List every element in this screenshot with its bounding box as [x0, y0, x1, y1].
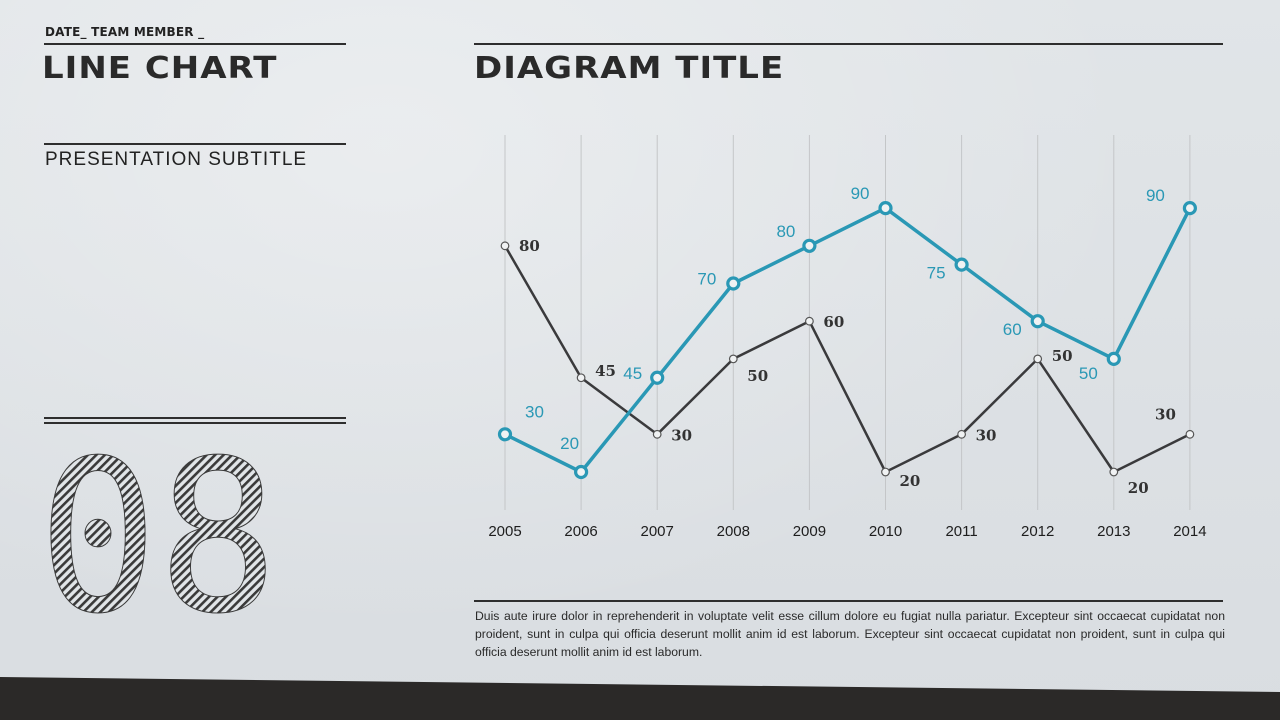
point-blue-2010 [878, 200, 893, 216]
data-label-blue: 20 [560, 434, 579, 453]
data-label-dark: 80 [519, 237, 540, 255]
line-chart: 2005 2006 2007 2008 2009 2010 2011 2012 2013 2014… [488, 135, 1207, 540]
point-dark-2005 [500, 241, 510, 251]
x-tick-label: 2010 [869, 523, 902, 540]
text-top-rule [474, 600, 1223, 602]
data-label-blue: 30 [525, 402, 544, 421]
label-layer: 2005 2006 2007 2008 2009 2010 2011 2012 2013 2014… [488, 184, 1206, 540]
data-label-blue: 50 [1079, 364, 1098, 383]
x-tick-label: 2009 [793, 523, 826, 540]
data-label-blue: 80 [776, 222, 795, 241]
side-title: LINE CHART [42, 50, 278, 86]
data-label-dark: 45 [595, 362, 616, 380]
data-label-dark: 30 [1155, 405, 1176, 423]
data-label-blue: 60 [1003, 320, 1022, 339]
series-line-dark [503, 245, 1191, 474]
point-blue-2006 [574, 464, 589, 480]
data-label-dark: 30 [671, 426, 692, 444]
subtitle-rule [44, 143, 346, 145]
point-dark-2010 [881, 467, 890, 477]
date-team-member-line: DATE_ TEAM MEMBER _ [45, 25, 205, 39]
data-label-dark: 50 [747, 367, 768, 385]
point-dark-2012 [1033, 354, 1043, 364]
side-subtitle: PRESENTATION SUBTITLE [45, 149, 308, 170]
x-tick-label: 2013 [1097, 523, 1130, 540]
series-line-blue [504, 206, 1192, 474]
data-label-dark: 60 [823, 313, 844, 331]
point-blue-2009 [802, 238, 817, 253]
x-tick-label: 2006 [564, 523, 597, 540]
x-tick-label: 2014 [1173, 523, 1206, 540]
top-left-rule [44, 43, 346, 45]
point-blue-2007 [650, 370, 665, 385]
point-dark-2011 [957, 429, 966, 439]
x-tick-label: 2005 [488, 523, 521, 540]
big-number: 08 [38, 452, 279, 622]
point-dark-2014 [1185, 429, 1195, 439]
data-label-blue: 75 [927, 264, 946, 283]
point-blue-2014 [1182, 200, 1198, 216]
data-label-blue: 70 [697, 270, 716, 289]
series-layer [497, 200, 1198, 480]
point-dark-2013 [1109, 467, 1119, 477]
point-blue-2013 [1106, 351, 1121, 366]
body-text: Duis aute irure dolor in reprehenderit i… [475, 609, 1225, 659]
data-label-blue: 45 [623, 364, 642, 383]
point-blue-2008 [726, 276, 741, 291]
data-label-dark: 30 [976, 426, 997, 444]
chart-heading: DIAGRAM TITLE [474, 50, 785, 86]
data-label-dark: 50 [1052, 347, 1073, 365]
big-number-text: 08 [38, 452, 278, 622]
point-blue-2011 [954, 257, 969, 272]
point-blue-2012 [1030, 314, 1045, 329]
point-dark-2009 [805, 316, 814, 326]
point-dark-2006 [576, 373, 586, 383]
point-dark-2008 [728, 354, 738, 364]
point-dark-2007 [652, 429, 662, 439]
x-tick-label: 2012 [1021, 523, 1054, 540]
x-tick-label: 2011 [945, 523, 977, 540]
data-label-blue: 90 [851, 184, 870, 203]
x-tick-label: 2007 [641, 523, 674, 540]
grid-layer [504, 135, 1191, 510]
data-label-dark: 20 [1128, 479, 1149, 497]
number-rule-top [44, 417, 346, 419]
point-blue-2005 [497, 427, 513, 442]
data-label-blue: 90 [1146, 186, 1165, 205]
chart-top-rule [474, 43, 1223, 45]
number-rule-bottom [44, 422, 346, 424]
x-tick-label: 2008 [717, 523, 750, 540]
data-label-dark: 20 [900, 472, 921, 490]
